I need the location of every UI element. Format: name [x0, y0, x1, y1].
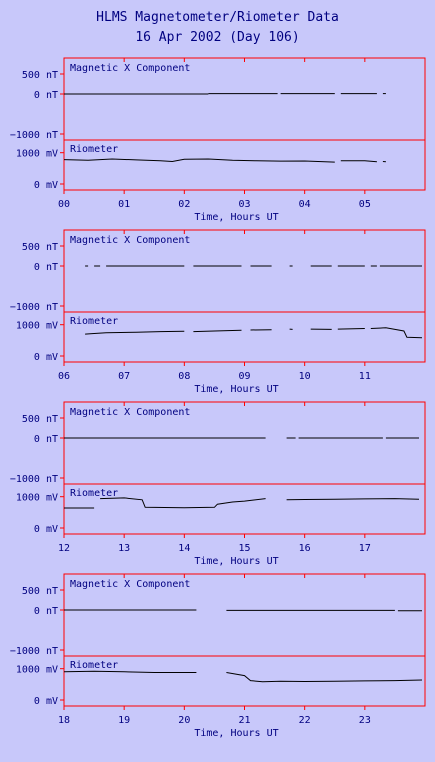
- xtick-label: 05: [359, 199, 371, 210]
- riometer-label: Riometer: [70, 144, 118, 155]
- xtick-label: 03: [238, 199, 250, 210]
- xtick-label: 23: [359, 715, 371, 726]
- rio-ytick-label: 1000 mV: [16, 149, 58, 160]
- x-axis-label: Time, Hours UT: [194, 556, 278, 567]
- riometer-trace: [226, 673, 422, 682]
- xtick-label: 21: [238, 715, 250, 726]
- mag-ytick-label: −1000 nT: [10, 646, 58, 657]
- panels: Magnetic X Component Riometer 500 nT 0 nT −1…: [10, 58, 425, 739]
- mag-ytick-label: 500 nT: [22, 70, 58, 81]
- mag-ytick-label: 500 nT: [22, 586, 58, 597]
- riometer-label: Riometer: [70, 316, 118, 327]
- mag-ytick-label: 500 nT: [22, 242, 58, 253]
- mag-ytick-label: 500 nT: [22, 414, 58, 425]
- chart-title: HLMS Magnetometer/Riometer Data: [96, 10, 339, 25]
- mag-ytick-label: −1000 nT: [10, 474, 58, 485]
- rio-ytick-label: 0 mV: [34, 524, 58, 535]
- xtick-label: 07: [118, 371, 130, 382]
- riometer-trace: [193, 330, 241, 331]
- xtick-label: 16: [299, 543, 311, 554]
- xtick-label: 04: [299, 199, 311, 210]
- panel-2: Magnetic X Component Riometer 500 nT 0 nT −1…: [10, 402, 425, 567]
- xtick-label: 12: [58, 543, 70, 554]
- magnetometer-label: Magnetic X Component: [70, 579, 190, 590]
- riometer-trace: [338, 329, 365, 330]
- rio-ytick-label: 1000 mV: [16, 321, 58, 332]
- mag-ytick-label: 0 nT: [34, 90, 58, 101]
- riometer-trace: [341, 161, 377, 162]
- rio-ytick-label: 1000 mV: [16, 665, 58, 676]
- rio-ytick-label: 0 mV: [34, 352, 58, 363]
- panel-3: Magnetic X Component Riometer 500 nT 0 nT −1…: [10, 574, 425, 739]
- xtick-label: 02: [178, 199, 190, 210]
- xtick-label: 19: [118, 715, 130, 726]
- chart-subtitle: 16 Apr 2002 (Day 106): [135, 30, 299, 45]
- magnetometer-label: Magnetic X Component: [70, 235, 190, 246]
- xtick-label: 06: [58, 371, 70, 382]
- rio-ytick-label: 1000 mV: [16, 493, 58, 504]
- riometer-trace: [371, 328, 422, 338]
- riometer-trace: [100, 498, 266, 508]
- xtick-label: 08: [178, 371, 190, 382]
- riometer-label: Riometer: [70, 660, 118, 671]
- xtick-label: 09: [238, 371, 250, 382]
- riometer-trace: [64, 159, 335, 162]
- xtick-label: 11: [359, 371, 371, 382]
- x-axis-label: Time, Hours UT: [194, 212, 278, 223]
- panel-1: Magnetic X Component Riometer 500 nT 0 nT −1…: [10, 230, 425, 395]
- rio-ytick-label: 0 mV: [34, 180, 58, 191]
- xtick-label: 00: [58, 199, 70, 210]
- xtick-label: 15: [238, 543, 250, 554]
- mag-ytick-label: −1000 nT: [10, 130, 58, 141]
- xtick-label: 22: [299, 715, 311, 726]
- rio-ytick-label: 0 mV: [34, 696, 58, 707]
- xtick-label: 13: [118, 543, 130, 554]
- xtick-label: 01: [118, 199, 130, 210]
- panel-0: Magnetic X Component Riometer 500 nT 0 nT −1…: [10, 58, 425, 223]
- riometer-trace: [64, 671, 196, 672]
- xtick-label: 20: [178, 715, 190, 726]
- x-axis-label: Time, Hours UT: [194, 384, 278, 395]
- riometer-trace: [287, 499, 419, 500]
- xtick-label: 10: [299, 371, 311, 382]
- magnetometer-label: Magnetic X Component: [70, 63, 190, 74]
- riometer-trace: [85, 331, 184, 334]
- mag-ytick-label: −1000 nT: [10, 302, 58, 313]
- xtick-label: 17: [359, 543, 371, 554]
- mag-ytick-label: 0 nT: [34, 606, 58, 617]
- xtick-label: 18: [58, 715, 70, 726]
- riometer-label: Riometer: [70, 488, 118, 499]
- x-axis-label: Time, Hours UT: [194, 728, 278, 739]
- mag-ytick-label: 0 nT: [34, 262, 58, 273]
- xtick-label: 14: [178, 543, 190, 554]
- magnetometer-label: Magnetic X Component: [70, 407, 190, 418]
- mag-ytick-label: 0 nT: [34, 434, 58, 445]
